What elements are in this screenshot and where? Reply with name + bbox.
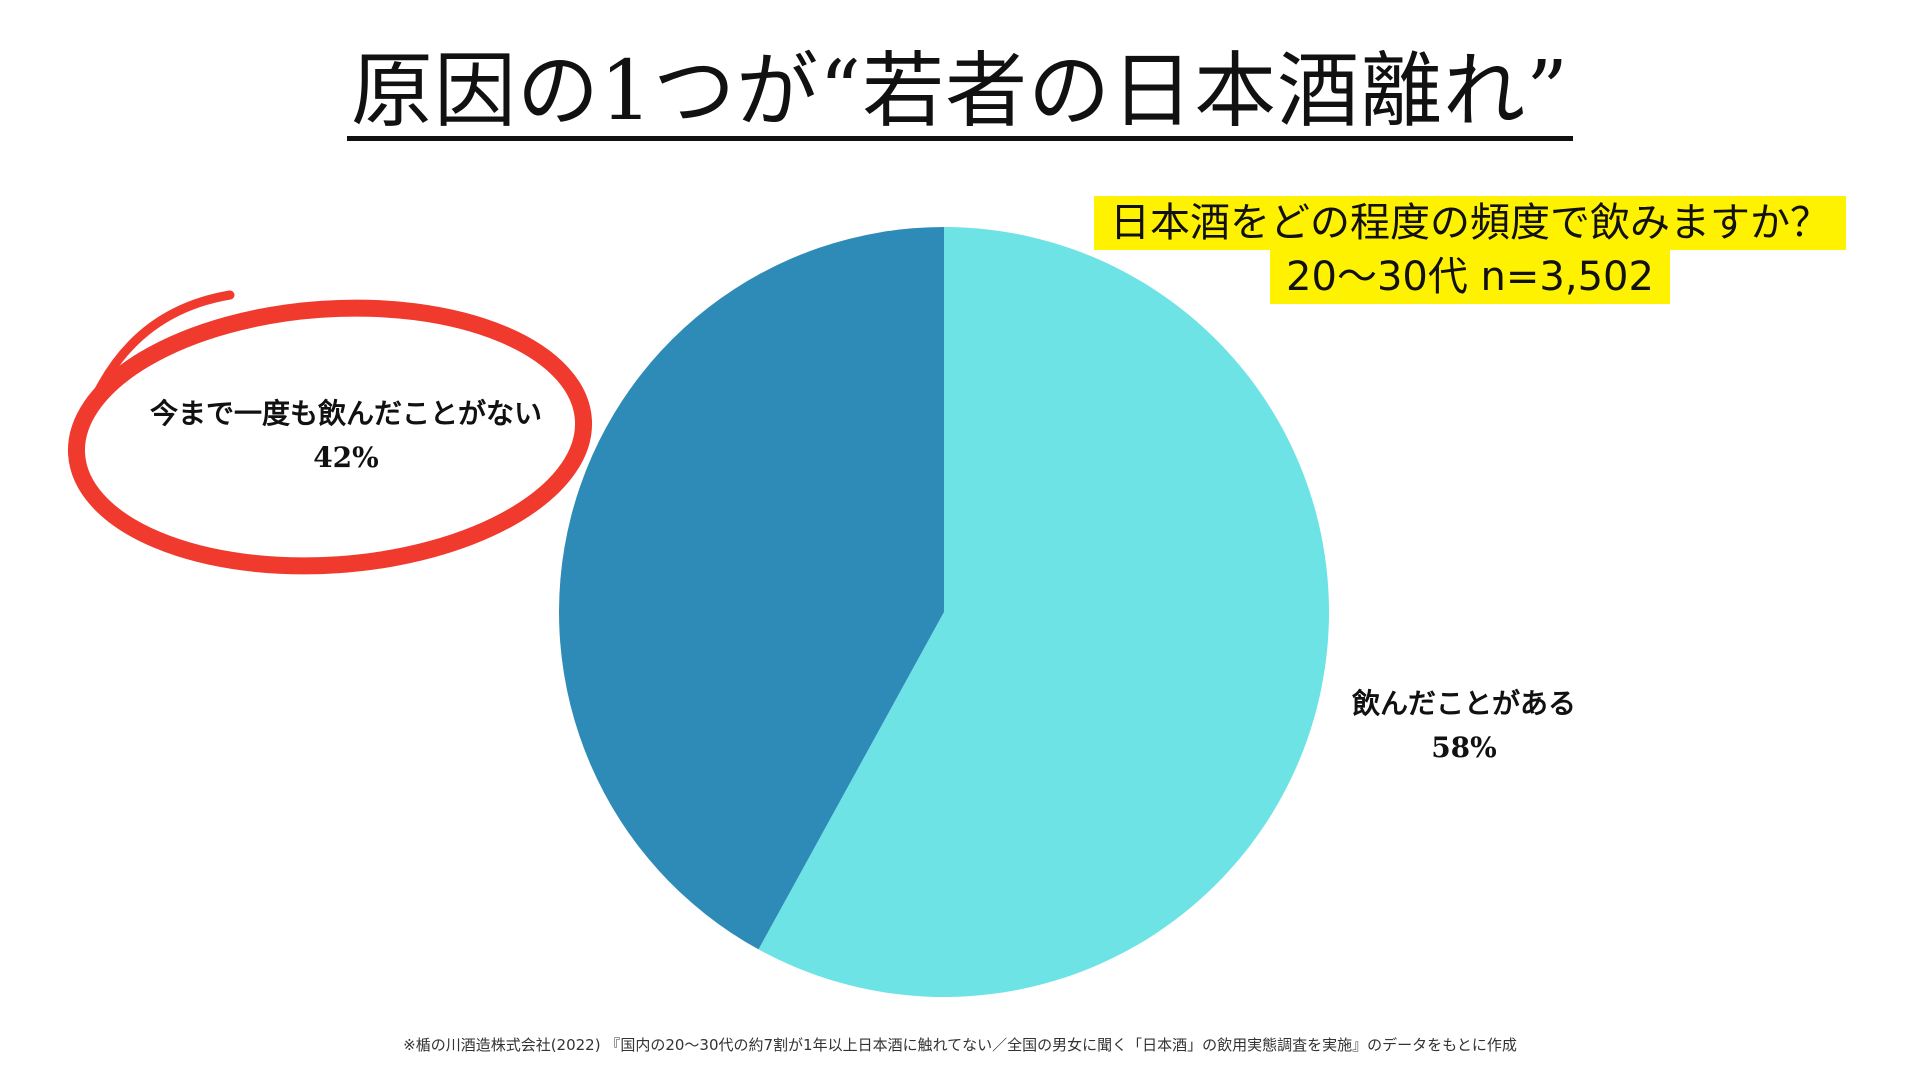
slice-value-2: 42% [313,441,379,474]
slice-label-2: 今まで一度も飲んだことがない [150,397,542,430]
slice-value-1: 58% [1431,731,1497,764]
highlight-circle [67,299,593,575]
pie-slice-2 [559,227,944,950]
source-footnote: ※楯の川酒造株式会社(2022) 『国内の20〜30代の約7割が1年以上日本酒に… [403,1036,1517,1054]
slice-label-1: 飲んだことがある [1352,687,1576,720]
survey-sample-info: 20〜30代 n=3,502 [1270,250,1670,304]
slice-labels: 飲んだことがある 58% 今まで一度も飲んだことがない 42% [150,397,1576,764]
highlight-circle-stroke [93,290,235,397]
slide-title: 原因の1つが“若者の日本酒離れ” [0,42,1920,142]
pie-slice-1 [758,227,1329,997]
highlight-circle-group [67,290,593,575]
slide-title-text: 原因の1つが“若者の日本酒離れ” [346,48,1573,141]
survey-question-box: 日本酒をどの程度の頻度で飲みますか？ 20〜30代 n=3,502 [1090,196,1850,304]
pie-slices [559,227,1329,997]
survey-question: 日本酒をどの程度の頻度で飲みますか？ [1094,196,1846,250]
